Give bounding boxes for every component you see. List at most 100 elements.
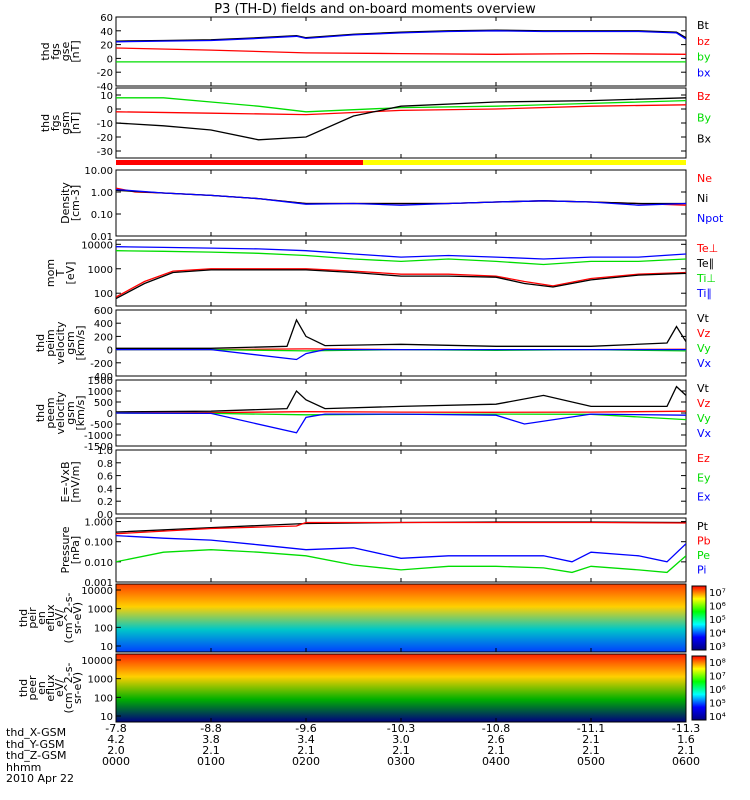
y-tick-label: 10: [100, 91, 113, 102]
y-axis-label: T: [54, 269, 67, 277]
y-tick-label: 0.001: [84, 578, 113, 589]
legend-label: Vy: [697, 412, 711, 425]
y-axis-label: eflux: [44, 604, 57, 632]
legend-label: Pb: [697, 535, 711, 548]
y-axis-label: peir: [26, 607, 39, 629]
x-tick-label: -10.3: [387, 722, 415, 735]
colorbar-tick-label: 10⁷: [709, 588, 726, 599]
x-tick-label: 2.1: [487, 744, 505, 757]
y-tick-label: 600: [94, 306, 113, 317]
y-tick-label: 0.0: [97, 510, 113, 521]
y-axis-label: (cm^2-s-: [62, 593, 75, 644]
series-line-Bt: [116, 29, 686, 42]
y-tick-label: 10: [100, 642, 113, 653]
legend-label: Vz: [697, 327, 711, 340]
colorbar-tick-label: 10⁴: [709, 629, 726, 640]
x-tick-label: -9.6: [295, 722, 316, 735]
legend-label: Ni: [697, 192, 708, 205]
legend-label: Vt: [697, 312, 710, 325]
y-tick-label: -1500: [84, 442, 113, 453]
y-axis-label: gsm: [59, 111, 72, 134]
panel-efield: 1.0 0.8 0.60.4 0.2 0.0 E=-VxB[mV/m] Ez Ey Ex: [59, 446, 711, 521]
legend-label: bz: [697, 35, 710, 48]
legend-label: by: [697, 51, 711, 64]
y-axis-label: E=-VxB: [59, 461, 72, 502]
y-tick-label: 0.01: [91, 232, 113, 243]
y-axis-label: thd: [17, 609, 30, 627]
footer-row-label: hhmm: [6, 760, 42, 774]
y-tick-label: -20: [97, 133, 113, 144]
panel-frame: [115, 87, 687, 159]
x-tick-label: 2.6: [487, 733, 505, 746]
y-tick-label: 40: [100, 27, 113, 38]
x-tick-label: 0500: [577, 755, 605, 768]
y-tick-label: 0.010: [84, 558, 113, 569]
y-tick-label: -500: [90, 420, 113, 431]
y-axis-label: fgs: [49, 43, 62, 60]
x-tick-label: 2.1: [582, 733, 600, 746]
x-tick-label: -10.8: [482, 722, 510, 735]
y-tick-label: 100: [94, 623, 113, 634]
footer-date: 2010 Apr 22: [6, 772, 75, 785]
spectrogram-peer-spectrogram: 10000 1000 100 10 thdpeerenefluxeV/(cm^2-s-s…: [17, 653, 726, 723]
legend-label: Ey: [697, 471, 711, 484]
series-line-Npot: [116, 188, 686, 206]
y-axis-label: sr-eV): [71, 602, 84, 634]
y-axis-label: peim: [44, 329, 57, 357]
series-line-bx: [116, 30, 686, 43]
series-line-Vx: [116, 348, 686, 361]
y-axis-label: en: [35, 681, 48, 695]
y-axis-label: [nT]: [69, 112, 82, 134]
panel-peim-velocity: 600 400 200 0 -200 -400 thdpeimvelocitygsm[km/…: [34, 306, 712, 383]
y-axis-label: mom: [44, 259, 57, 287]
y-tick-label: 1000: [88, 605, 113, 616]
y-axis-label: thd: [39, 114, 52, 132]
legend-label: Te⊥: [696, 242, 718, 255]
legend-label: Bx: [697, 133, 712, 146]
x-tick-label: 2.0: [107, 744, 125, 757]
y-tick-label: 1000: [88, 675, 113, 686]
y-axis-label: velocity: [54, 391, 67, 434]
y-axis-label: [nPa]: [69, 536, 82, 564]
x-tick-label: -11.1: [577, 722, 605, 735]
y-axis-label: [nT]: [69, 40, 82, 62]
y-axis-label: thd: [34, 404, 47, 422]
y-tick-label: 10000: [81, 240, 113, 251]
legend-label: By: [697, 111, 712, 124]
y-axis-label: eV/: [53, 679, 66, 697]
colorbar-tick-label: 10⁶: [709, 602, 726, 613]
legend-label: Bt: [697, 19, 710, 32]
legend-label: Pe: [697, 549, 710, 562]
y-tick-label: 200: [94, 332, 113, 343]
colorbar: [691, 655, 707, 721]
y-axis-label: sr-eV): [71, 672, 84, 704]
legend-label: Vy: [697, 342, 711, 355]
footer-row-label: thd_Z-GSM: [6, 749, 67, 762]
y-axis-label: [mV/m]: [69, 461, 82, 502]
legend-label: Vx: [697, 427, 712, 440]
series-line-Vz: [116, 410, 686, 414]
x-tick-label: 2.1: [297, 744, 315, 757]
y-axis-label: thd: [39, 42, 52, 60]
legend-label: bx: [697, 66, 711, 79]
legend-label: Bz: [697, 90, 711, 103]
series-line-Pt: [116, 521, 686, 533]
x-tick-label: 0200: [292, 755, 320, 768]
y-axis-label: gsm: [64, 401, 77, 424]
colorbar-tick-label: 10⁴: [709, 712, 726, 723]
spectrogram-field: [116, 654, 686, 722]
series-line-Pb: [116, 521, 686, 535]
x-tick-label: 0000: [102, 755, 130, 768]
footer-row-label: thd_X-GSM: [6, 726, 67, 739]
x-tick-label: 2.1: [392, 744, 410, 757]
legend-label: Ez: [697, 452, 710, 465]
y-axis-label: peer: [26, 675, 39, 701]
y-tick-label: 100: [94, 693, 113, 704]
y-tick-label: 400: [94, 319, 113, 330]
y-tick-label: 10000: [81, 656, 113, 667]
series-line-Ti∥: [116, 246, 686, 260]
series-line-Ti⊥: [116, 250, 686, 266]
panel-frame: [115, 309, 687, 377]
